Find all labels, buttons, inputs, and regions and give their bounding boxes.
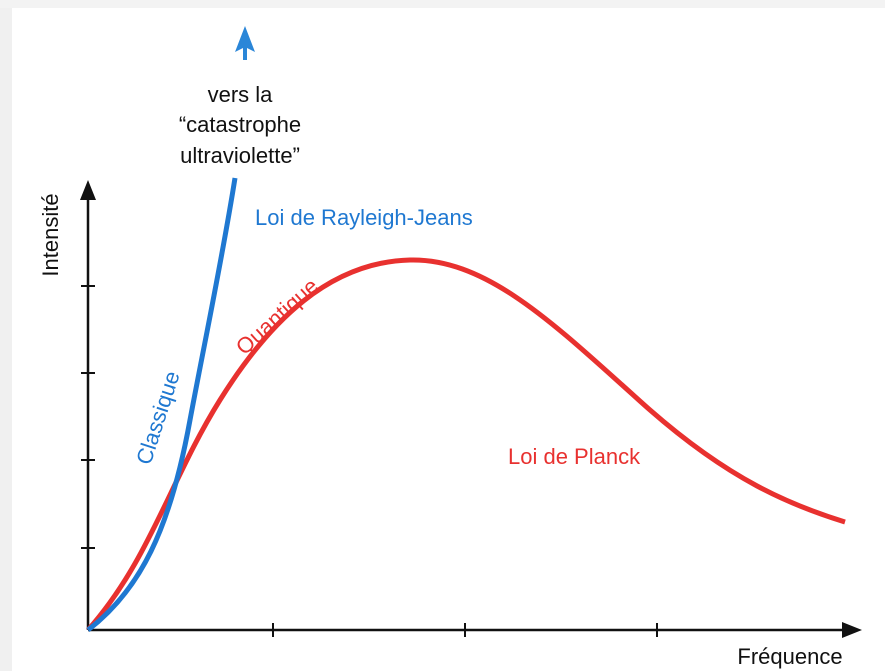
top-edge (0, 0, 885, 8)
rayleigh-jeans-curve (86, 177, 238, 632)
left-edge (0, 0, 12, 671)
planck-name: Loi de Planck (508, 444, 641, 469)
catastrophe-arrow (235, 26, 255, 60)
x-axis-label: Fréquence (737, 644, 842, 669)
y-axis-arrow (80, 180, 96, 200)
y-ticks (81, 285, 95, 549)
annotation-line: “catastrophe (179, 112, 301, 137)
annotation-line: ultraviolette” (180, 143, 300, 168)
rayleigh-jeans-name: Loi de Rayleigh-Jeans (255, 205, 473, 230)
x-ticks (272, 623, 658, 637)
x-axis-arrow (842, 622, 862, 638)
y-axis-label: Intensité (38, 193, 63, 276)
annotation-line: vers la (208, 82, 274, 107)
